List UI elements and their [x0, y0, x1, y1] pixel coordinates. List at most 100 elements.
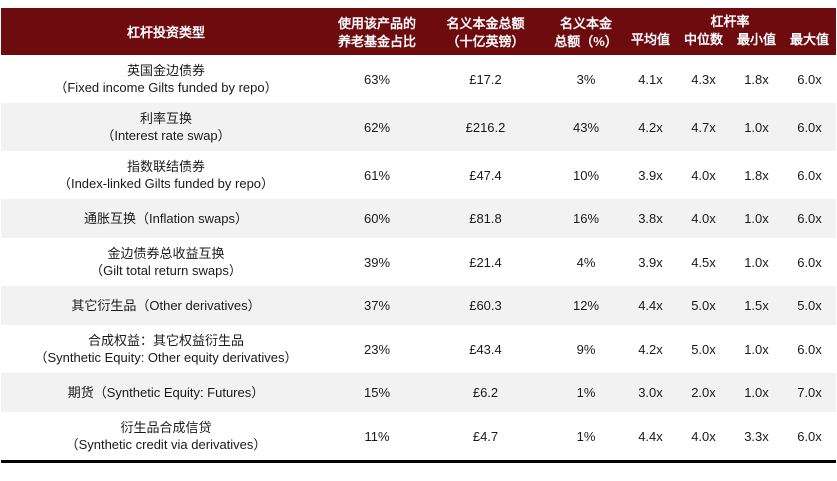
cell-pension_pct: 60% [363, 211, 391, 226]
row-label-zh: 金边债券总收益互换 [107, 246, 225, 261]
cell-pension_pct: 15% [363, 385, 391, 400]
cell-pension_pct: 37% [363, 298, 391, 313]
col-header-notional-bn: 名义本金总额 （十亿英镑） [423, 8, 548, 55]
cell-lev_median: 4.3x [691, 71, 716, 87]
table-header: 杠杆投资类型 使用该产品的 养老基金占比 名义本金总额 （十亿英镑） 名义本金 … [1, 8, 837, 55]
row-label-zh: 英国金边债券 [126, 63, 205, 78]
table-row: 金边债券总收益互换 （Gilt total return swaps） 39% £21… [1, 238, 836, 286]
cell-lev_median: 4.0x [691, 167, 716, 183]
cell-lev_min: 1.0x [744, 119, 769, 135]
cell-lev_min: 1.5x [744, 298, 769, 313]
table-row: 英国金边债券 （Fixed income Gilts funded by repo… [1, 55, 836, 103]
cell-notional_bn: £60.3 [469, 298, 502, 313]
cell-lev_avg: 3.9x [638, 167, 663, 183]
table-row: 期货（Synthetic Equity: Futures） 15% £6.2 1% 3.… [1, 373, 837, 412]
cell-lev_avg: 4.2x [638, 341, 663, 357]
row-label-zh: 通胀互换（Inflation swaps） [84, 211, 248, 226]
row-label: 金边债券总收益互换 （Gilt total return swaps） [1, 238, 331, 286]
cell-lev_median: 4.0x [691, 428, 716, 444]
cell-lev_median: 5.0x [691, 298, 716, 313]
cell-lev_max: 6.0x [797, 428, 822, 444]
col-header-lev-min: 最小值 [730, 31, 783, 55]
col-header-lev-avg: 平均值 [624, 31, 677, 55]
row-label-en: （Interest rate swap） [101, 128, 231, 143]
row-label-zh: 利率互换 [139, 111, 192, 126]
col-header-type: 杠杆投资类型 [1, 8, 331, 55]
cell-notional_pct: 1% [576, 385, 596, 400]
col-header-pension-share: 使用该产品的 养老基金占比 [331, 8, 423, 55]
cell-lev_max: 6.0x [797, 211, 822, 226]
cell-notional_bn: £216.2 [465, 119, 506, 135]
col-header-notional-pct: 名义本金 总额（%） [548, 8, 624, 55]
cell-lev_avg: 3.9x [638, 254, 663, 270]
cell-notional_pct: 4% [576, 254, 596, 270]
cell-lev_median: 2.0x [691, 385, 716, 400]
row-label-zh: 衍生品合成信贷 [120, 420, 212, 435]
cell-notional_pct: 9% [576, 341, 596, 357]
row-label-zh: 指数联结债券 [126, 159, 205, 174]
cell-lev_max: 6.0x [797, 341, 822, 357]
row-label: 其它衍生品（Other derivatives） [1, 286, 331, 325]
row-label: 通胀互换（Inflation swaps） [1, 199, 331, 238]
col-header-notional-line1: 名义本金总额 [446, 16, 525, 31]
cell-notional_pct: 1% [576, 428, 596, 444]
cell-pension_pct: 62% [363, 119, 391, 135]
cell-lev_min: 3.3x [744, 428, 769, 444]
cell-lev_min: 1.8x [744, 167, 769, 183]
cell-notional_bn: £47.4 [469, 167, 502, 183]
cell-lev_avg: 3.0x [638, 385, 663, 400]
cell-notional_pct: 16% [572, 211, 600, 226]
table-row: 通胀互换（Inflation swaps） 60% £81.8 16% 3.8x 4.0x… [1, 199, 837, 238]
table-body: 英国金边债券 （Fixed income Gilts funded by repo… [1, 55, 837, 462]
row-label: 利率互换 （Interest rate swap） [1, 103, 331, 151]
cell-lev_median: 5.0x [691, 341, 716, 357]
cell-lev_min: 1.0x [744, 254, 769, 270]
cell-lev_avg: 4.4x [638, 298, 663, 313]
row-label: 衍生品合成信贷 （Synthetic credit via derivatives… [1, 412, 331, 462]
cell-notional_bn: £4.7 [472, 428, 499, 444]
row-label: 指数联结债券 （Index-linked Gilts funded by repo… [1, 151, 331, 199]
cell-pension_pct: 63% [363, 71, 391, 87]
table-row: 衍生品合成信贷 （Synthetic credit via derivatives… [1, 412, 836, 462]
cell-pension_pct: 11% [364, 428, 390, 444]
leverage-table: 杠杆投资类型 使用该产品的 养老基金占比 名义本金总额 （十亿英镑） 名义本金 … [1, 8, 837, 463]
cell-lev_max: 5.0x [797, 298, 822, 313]
cell-lev_min: 1.0x [744, 211, 769, 226]
cell-notional_bn: £81.8 [469, 211, 502, 226]
col-header-lev-median: 中位数 [677, 31, 730, 55]
table-row: 合成权益：其它权益衍生品 （Synthetic Equity: Other equ… [1, 325, 836, 373]
col-header-notional-line2: （十亿英镑） [446, 34, 525, 49]
row-label-en: （Synthetic Equity: Other equity derivati… [34, 350, 298, 365]
cell-lev_max: 7.0x [797, 385, 822, 400]
col-header-pension-line2: 养老基金占比 [337, 34, 416, 49]
row-label-en: （Gilt total return swaps） [90, 263, 242, 278]
cell-notional_bn: £43.4 [469, 341, 502, 357]
cell-lev_min: 1.0x [744, 341, 769, 357]
cell-lev_min: 1.8x [744, 71, 769, 87]
cell-notional_bn: £21.4 [469, 254, 502, 270]
col-header-notional-pct-line2: 总额（%） [554, 34, 618, 49]
cell-lev_avg: 4.1x [638, 71, 663, 87]
cell-lev_median: 4.5x [691, 254, 716, 270]
col-header-notional-pct-line1: 名义本金 [559, 16, 612, 31]
cell-lev_max: 6.0x [797, 167, 822, 183]
cell-notional_pct: 10% [572, 167, 600, 183]
cell-lev_avg: 4.2x [638, 119, 663, 135]
cell-lev_avg: 4.4x [638, 428, 663, 444]
col-header-lev-max: 最大值 [783, 31, 837, 55]
table-row: 其它衍生品（Other derivatives） 37% £60.3 12% 4.4x 5… [1, 286, 837, 325]
cell-lev_min: 1.0x [744, 385, 769, 400]
cell-notional_pct: 3% [576, 71, 596, 87]
row-label: 英国金边债券 （Fixed income Gilts funded by repo… [1, 55, 331, 103]
row-label-en: （Synthetic credit via derivatives） [65, 437, 267, 452]
row-label: 期货（Synthetic Equity: Futures） [1, 373, 331, 412]
row-label: 合成权益：其它权益衍生品 （Synthetic Equity: Other equ… [1, 325, 331, 373]
cell-notional_bn: £6.2 [472, 385, 499, 400]
cell-lev_avg: 3.8x [638, 211, 663, 226]
col-header-leverage-group: 杠杆率 [624, 8, 837, 31]
table-row: 指数联结债券 （Index-linked Gilts funded by repo… [1, 151, 836, 199]
row-label-en: （Fixed income Gilts funded by repo） [54, 80, 278, 95]
cell-lev_max: 6.0x [797, 119, 822, 135]
cell-pension_pct: 23% [363, 341, 391, 357]
